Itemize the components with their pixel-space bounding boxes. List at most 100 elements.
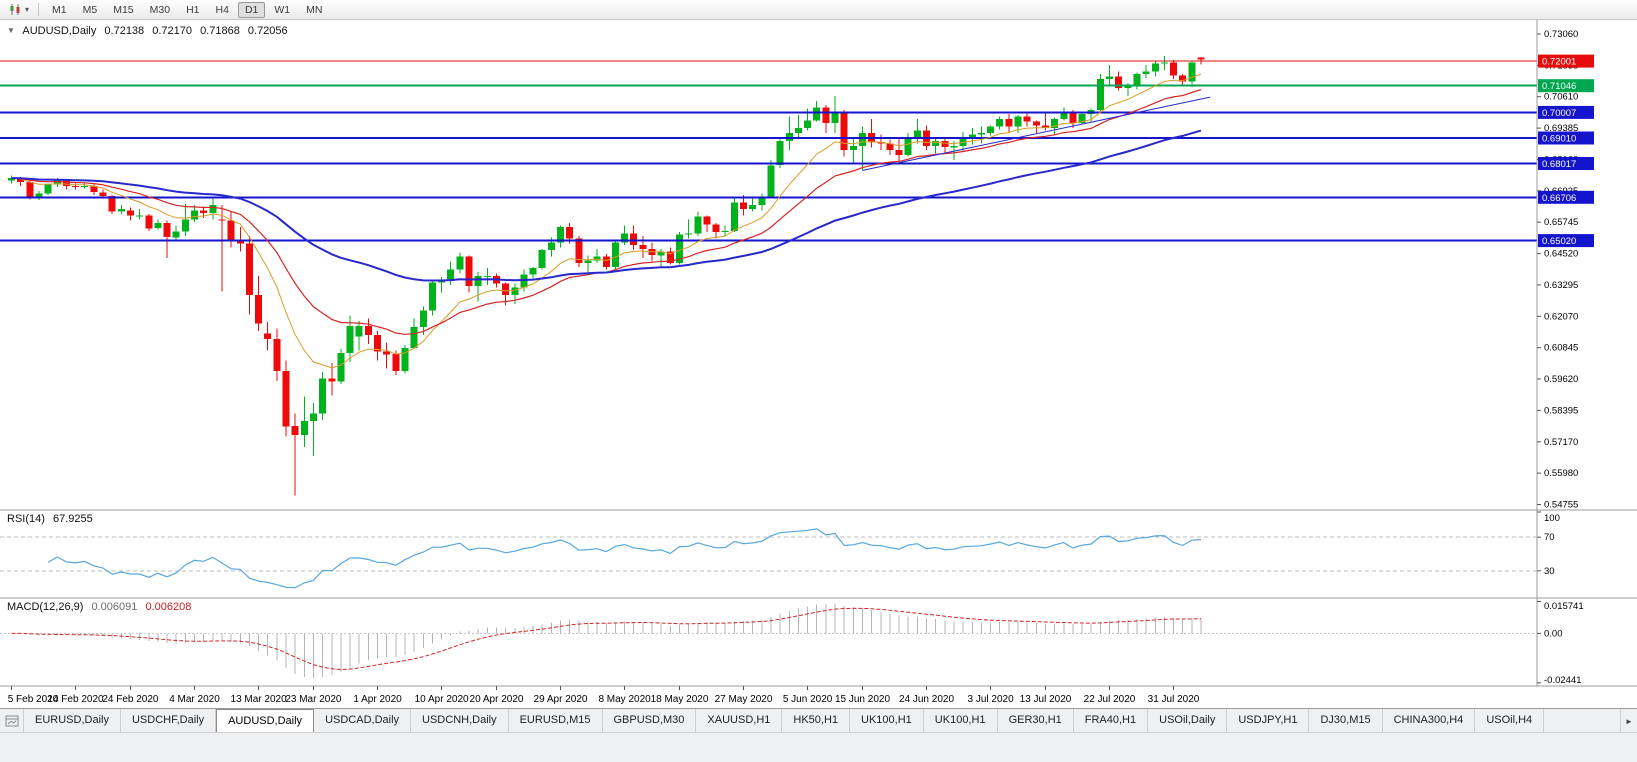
svg-text:29 Apr 2020: 29 Apr 2020 bbox=[534, 694, 588, 705]
svg-text:22 Jul 2020: 22 Jul 2020 bbox=[1084, 694, 1136, 705]
chart-tab-usoil-daily[interactable]: USOil,Daily bbox=[1148, 709, 1228, 732]
chart-tab-usdcnh-daily[interactable]: USDCNH,Daily bbox=[411, 709, 509, 732]
chart-tab-usoil-h4[interactable]: USOil,H4 bbox=[1475, 709, 1545, 732]
chart-type-button[interactable]: ▾ bbox=[4, 1, 33, 18]
ohlc-high: 0.72170 bbox=[152, 25, 192, 37]
timeframe-button-m15[interactable]: M15 bbox=[113, 3, 134, 16]
chart-tab-uk100-h1[interactable]: UK100,H1 bbox=[924, 709, 998, 732]
collapse-arrow-icon[interactable]: ▼ bbox=[7, 26, 15, 35]
svg-text:0.62070: 0.62070 bbox=[1544, 311, 1578, 322]
timeframe-buttons: M1 M5 M15 M30 H1 H4 D1 W1 MN bbox=[44, 1, 330, 18]
macd-value-main: 0.006091 bbox=[91, 601, 138, 613]
svg-text:30: 30 bbox=[1544, 566, 1555, 577]
svg-text:0.57170: 0.57170 bbox=[1544, 437, 1578, 448]
rsi-label: RSI(14) 67.9255 bbox=[7, 513, 98, 525]
chart-tabs: EURUSD,Daily USDCHF,Daily AUDUSD,Daily USDC… bbox=[24, 709, 1545, 732]
toolbar-separator bbox=[38, 3, 40, 16]
chart-tab-audusd-daily[interactable]: AUDUSD,Daily bbox=[216, 709, 315, 732]
svg-text:13 Jul 2020: 13 Jul 2020 bbox=[1020, 694, 1072, 705]
timeframe-button-m30[interactable]: M30 bbox=[149, 3, 171, 16]
price-tag-0.72001: 0.72001 bbox=[1538, 54, 1594, 68]
price-scale[interactable]: 0.730600.718350.706100.693850.681600.669… bbox=[1537, 29, 1594, 511]
svg-text:23 Mar 2020: 23 Mar 2020 bbox=[285, 694, 342, 705]
tab-bar-chart-icon[interactable] bbox=[0, 709, 24, 732]
svg-text:0.64520: 0.64520 bbox=[1544, 249, 1578, 260]
svg-text:20 Apr 2020: 20 Apr 2020 bbox=[470, 694, 524, 705]
chart-tab-fra40-h1[interactable]: FRA40,H1 bbox=[1074, 709, 1149, 732]
svg-text:1 Apr 2020: 1 Apr 2020 bbox=[353, 694, 402, 705]
price-tag-0.66706: 0.66706 bbox=[1538, 190, 1594, 204]
chart-tab-xauusd-h1[interactable]: XAUUSD,H1 bbox=[696, 709, 783, 732]
chart-tab-uk100-h1[interactable]: UK100,H1 bbox=[850, 709, 924, 732]
svg-text:4 Mar 2020: 4 Mar 2020 bbox=[169, 694, 220, 705]
svg-text:-0.02441: -0.02441 bbox=[1544, 675, 1582, 686]
tab-scroll-right-button[interactable]: ► bbox=[1620, 709, 1637, 732]
svg-text:0.60845: 0.60845 bbox=[1544, 343, 1578, 354]
svg-text:0.71046: 0.71046 bbox=[1542, 81, 1576, 92]
chart-symbol-period: AUDUSD,Daily bbox=[22, 25, 97, 37]
candlestick-chart-icon bbox=[10, 4, 20, 15]
svg-text:27 May 2020: 27 May 2020 bbox=[715, 694, 773, 705]
svg-text:10 Apr 2020: 10 Apr 2020 bbox=[415, 694, 469, 705]
chart-title: ▼ AUDUSD,Daily 0.72138 0.72170 0.71868 0… bbox=[7, 25, 293, 37]
macd-name: MACD(12,26,9) bbox=[7, 601, 84, 613]
chart-tab-eurusd-m15[interactable]: EURUSD,M15 bbox=[509, 709, 603, 732]
chart-tab-hk50-h1[interactable]: HK50,H1 bbox=[782, 709, 851, 732]
svg-text:0.54755: 0.54755 bbox=[1544, 500, 1578, 511]
scroll-right-icon: ► bbox=[1625, 716, 1633, 726]
rsi-line bbox=[47, 528, 1202, 589]
svg-text:0.015741: 0.015741 bbox=[1544, 601, 1584, 612]
svg-text:5 Jun 2020: 5 Jun 2020 bbox=[783, 694, 833, 705]
ohlc-open: 0.72138 bbox=[104, 25, 145, 37]
chart-tab-dj30-m15[interactable]: DJ30,M15 bbox=[1309, 709, 1383, 732]
price-tag-0.71046: 0.71046 bbox=[1538, 79, 1594, 93]
price-tag-0.69010: 0.69010 bbox=[1538, 131, 1594, 145]
timeframe-button-d1[interactable]: D1 bbox=[237, 1, 266, 18]
timeframe-button-mn[interactable]: MN bbox=[306, 3, 323, 16]
svg-text:0.63295: 0.63295 bbox=[1544, 280, 1578, 291]
chart-tab-bar: EURUSD,Daily USDCHF,Daily AUDUSD,Daily USDC… bbox=[0, 708, 1637, 732]
svg-text:3 Jul 2020: 3 Jul 2020 bbox=[968, 694, 1015, 705]
svg-text:100: 100 bbox=[1544, 513, 1560, 524]
ohlc-low: 0.71868 bbox=[200, 25, 240, 37]
chart-tab-ger30-h1[interactable]: GER30,H1 bbox=[998, 709, 1074, 732]
timeframe-button-m5[interactable]: M5 bbox=[82, 3, 98, 16]
svg-text:24 Feb 2020: 24 Feb 2020 bbox=[102, 694, 159, 705]
chart-tab-usdcad-daily[interactable]: USDCAD,Daily bbox=[314, 709, 412, 732]
candles bbox=[8, 56, 1205, 496]
svg-text:0.69385: 0.69385 bbox=[1544, 123, 1578, 134]
svg-text:70: 70 bbox=[1544, 532, 1555, 543]
svg-text:0.00: 0.00 bbox=[1544, 628, 1563, 639]
chart-tab-gbpusd-m30[interactable]: GBPUSD,M30 bbox=[603, 709, 697, 732]
chart-area[interactable]: 0.730600.718350.706100.693850.681600.669… bbox=[0, 20, 1637, 708]
svg-text:14 Feb 2020: 14 Feb 2020 bbox=[47, 694, 104, 705]
timeframe-button-w1[interactable]: W1 bbox=[274, 3, 291, 16]
svg-text:0.58395: 0.58395 bbox=[1544, 405, 1578, 416]
macd-value-signal: 0.006208 bbox=[145, 601, 192, 613]
svg-text:0.65745: 0.65745 bbox=[1544, 217, 1578, 228]
chart-tab-eurusd-daily[interactable]: EURUSD,Daily bbox=[24, 709, 121, 732]
svg-text:13 Mar 2020: 13 Mar 2020 bbox=[231, 694, 288, 705]
chart-tab-china300-h4[interactable]: CHINA300,H4 bbox=[1383, 709, 1476, 732]
timeframe-toolbar: ▾ M1 M5 M15 M30 H1 H4 D1 W1 MN bbox=[0, 0, 1637, 20]
macd-histogram bbox=[20, 603, 1202, 679]
svg-text:8 May 2020: 8 May 2020 bbox=[598, 694, 651, 705]
price-tag-0.65020: 0.65020 bbox=[1538, 234, 1594, 248]
svg-text:0.73060: 0.73060 bbox=[1544, 29, 1578, 40]
price-tag-0.68017: 0.68017 bbox=[1538, 157, 1594, 170]
chart-tab-usdchf-daily[interactable]: USDCHF,Daily bbox=[121, 709, 217, 732]
svg-text:0.55980: 0.55980 bbox=[1544, 468, 1578, 479]
chart-tab-usdjpy-h1[interactable]: USDJPY,H1 bbox=[1227, 709, 1310, 732]
svg-text:0.69010: 0.69010 bbox=[1542, 134, 1576, 145]
ma-slow-line bbox=[11, 129, 1202, 282]
svg-text:0.68017: 0.68017 bbox=[1542, 159, 1576, 170]
svg-text:5 Feb 2020: 5 Feb 2020 bbox=[8, 694, 59, 705]
rsi-value: 67.9255 bbox=[52, 513, 93, 525]
trendline[interactable] bbox=[862, 96, 1211, 171]
svg-text:24 Jun 2020: 24 Jun 2020 bbox=[899, 694, 954, 705]
timeframe-button-h1[interactable]: H1 bbox=[186, 3, 200, 16]
ohlc-close: 0.72056 bbox=[247, 25, 288, 37]
timeframe-button-h4[interactable]: H4 bbox=[215, 3, 229, 16]
timeframe-button-m1[interactable]: M1 bbox=[52, 3, 67, 16]
